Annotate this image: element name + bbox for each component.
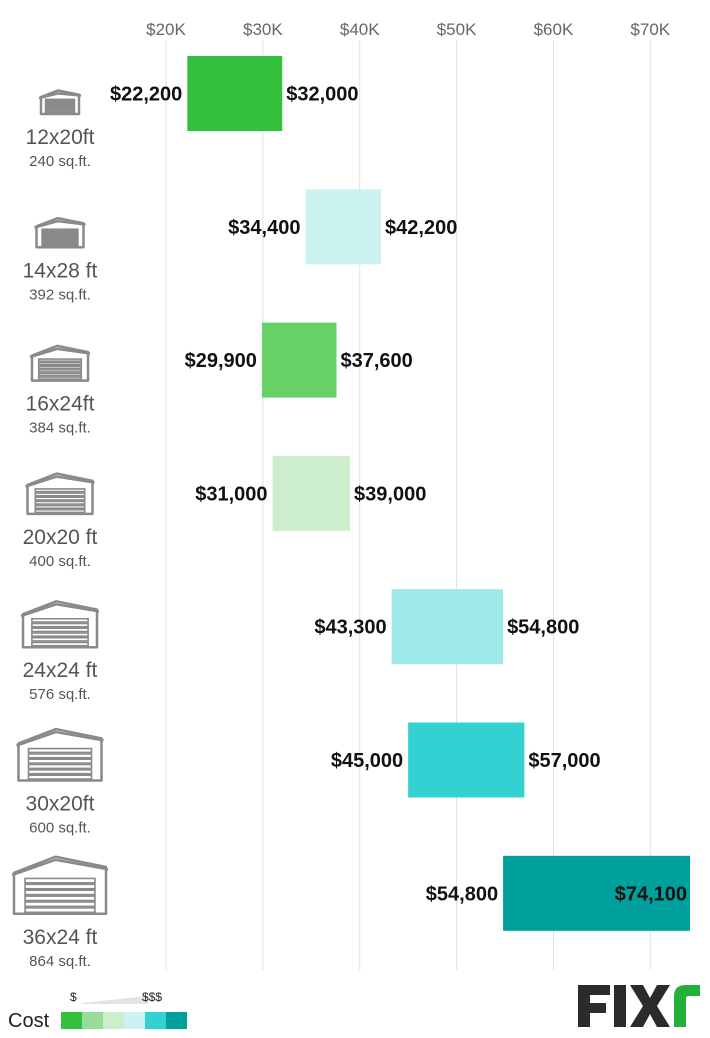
high-value-label: $54,800 bbox=[507, 617, 579, 639]
x-tick-label: $50K bbox=[437, 20, 477, 39]
garage-icon bbox=[34, 216, 86, 249]
low-value-label: $34,400 bbox=[228, 217, 300, 239]
range-bar bbox=[503, 855, 690, 931]
legend-low-marker: $ bbox=[70, 990, 77, 1004]
garage-area-label: 600 sq.ft. bbox=[29, 820, 91, 837]
low-value-label: $43,300 bbox=[314, 617, 386, 639]
high-value-label: $57,000 bbox=[528, 750, 600, 772]
legend-high-marker: $$$ bbox=[142, 990, 163, 1004]
legend-swatch bbox=[82, 1012, 103, 1029]
garage-area-label: 240 sq.ft. bbox=[29, 153, 91, 170]
legend-title: Cost bbox=[8, 1010, 50, 1032]
garage-icon bbox=[29, 344, 91, 382]
legend-swatches bbox=[61, 1012, 187, 1029]
garage-size-label: 20x20 ft bbox=[23, 526, 98, 549]
range-bar bbox=[408, 722, 525, 798]
range-bar bbox=[187, 56, 283, 131]
garage-area-label: 400 sq.ft. bbox=[29, 553, 91, 570]
high-value-label: $74,100 bbox=[615, 883, 687, 905]
low-value-label: $29,900 bbox=[185, 350, 257, 372]
high-value-label: $32,000 bbox=[286, 84, 358, 106]
legend-swatch bbox=[61, 1012, 82, 1029]
chart-row: $31,000 $39,000 20x20 ft 400 sq.ft. bbox=[23, 455, 426, 570]
garage-cost-chart: $20K $30K $40K $50K $60K $70K $22,200 $32,000 1… bbox=[11, 20, 690, 970]
garage-size-label: 14x28 ft bbox=[23, 259, 98, 282]
garage-size-label: 30x20ft bbox=[26, 793, 95, 816]
high-value-label: $39,000 bbox=[354, 483, 426, 505]
garage-size-label: 12x20ft bbox=[26, 126, 95, 149]
garage-icon bbox=[20, 600, 100, 649]
garage-size-label: 36x24 ft bbox=[23, 926, 98, 949]
garage-icon bbox=[11, 855, 109, 916]
low-value-label: $54,800 bbox=[426, 883, 498, 905]
low-value-label: $45,000 bbox=[331, 750, 403, 772]
legend-swatch bbox=[145, 1012, 166, 1029]
garage-area-label: 864 sq.ft. bbox=[29, 953, 91, 970]
high-value-label: $37,600 bbox=[340, 350, 412, 372]
garage-area-label: 384 sq.ft. bbox=[29, 420, 91, 437]
legend-swatch bbox=[166, 1012, 187, 1029]
chart-row: $22,200 $32,000 12x20ft 240 sq.ft. bbox=[26, 56, 359, 170]
legend-swatch bbox=[124, 1012, 145, 1029]
chart-row: $45,000 $57,000 30x20ft 600 sq.ft. bbox=[16, 722, 601, 837]
chart-row: $43,300 $54,800 24x24 ft 576 sq.ft. bbox=[20, 589, 579, 703]
x-tick-label: $70K bbox=[630, 20, 670, 39]
chart-row: $34,400 $42,200 14x28 ft 392 sq.ft. bbox=[23, 189, 457, 303]
legend-wedge bbox=[82, 996, 148, 1004]
chart-row: $54,800 $74,100 36x24 ft 864 sq.ft. bbox=[11, 855, 690, 970]
fixr-logo bbox=[578, 985, 700, 1027]
garage-icon bbox=[25, 472, 95, 516]
x-tick-label: $20K bbox=[146, 20, 186, 39]
garage-area-label: 576 sq.ft. bbox=[29, 686, 91, 703]
x-tick-label: $40K bbox=[340, 20, 380, 39]
legend-swatch bbox=[103, 1012, 124, 1029]
x-tick-label: $30K bbox=[243, 20, 283, 39]
chart-rows: $22,200 $32,000 12x20ft 240 sq.ft. $34,400 $4… bbox=[11, 56, 690, 970]
cost-legend: Cost $ $$$ bbox=[8, 988, 208, 1034]
chart-row: $29,900 $37,600 16x24ft 384 sq.ft. bbox=[26, 322, 413, 437]
garage-icon bbox=[16, 727, 104, 782]
x-tick-label: $60K bbox=[534, 20, 574, 39]
garage-size-label: 16x24ft bbox=[26, 393, 95, 416]
range-bar bbox=[305, 189, 382, 265]
x-axis-ticks: $20K $30K $40K $50K $60K $70K bbox=[146, 20, 671, 39]
range-bar bbox=[272, 455, 351, 531]
garage-area-label: 392 sq.ft. bbox=[29, 286, 91, 303]
garage-icon bbox=[38, 89, 82, 116]
low-value-label: $31,000 bbox=[195, 483, 267, 505]
range-bar bbox=[391, 589, 504, 665]
range-bar bbox=[261, 322, 337, 398]
garage-size-label: 24x24 ft bbox=[23, 659, 98, 682]
high-value-label: $42,200 bbox=[385, 217, 457, 239]
low-value-label: $22,200 bbox=[110, 84, 182, 106]
